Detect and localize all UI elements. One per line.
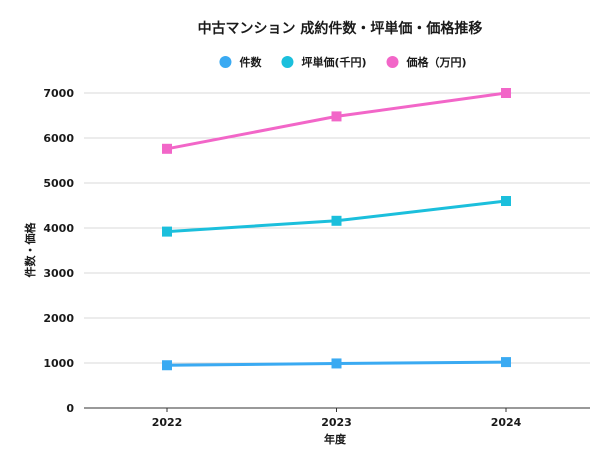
x-tick-label: 2023 <box>321 416 352 429</box>
x-axis-label: 年度 <box>324 432 347 446</box>
y-tick-label: 2000 <box>43 312 74 325</box>
data-point <box>162 226 172 237</box>
legend-item: 件数 <box>219 55 262 69</box>
y-tick-label: 5000 <box>43 177 74 190</box>
data-point <box>162 143 172 154</box>
y-tick-label: 1000 <box>43 357 74 370</box>
legend: 件数 坪単価(千円) 価格（万円) <box>219 55 467 69</box>
legend-marker <box>219 56 232 68</box>
x-tick-label: 2024 <box>491 416 522 429</box>
data-point <box>331 215 342 226</box>
data-point <box>501 196 511 206</box>
legend-item: 坪単価(千円) <box>281 55 367 69</box>
y-tick-label: 0 <box>66 402 74 415</box>
legend-label: 坪単価(千円) <box>301 55 366 69</box>
y-tick-label: 4000 <box>43 222 74 235</box>
y-axis-ticks: 0 1000 2000 3000 4000 5000 6000 7000 <box>43 87 74 415</box>
y-tick-label: 7000 <box>43 87 74 100</box>
legend-marker <box>281 56 294 68</box>
y-axis-label: 件数・価格 <box>23 222 37 278</box>
y-tick-label: 6000 <box>43 132 74 145</box>
gridlines <box>84 92 590 364</box>
data-point <box>501 88 511 98</box>
data-point <box>331 111 342 122</box>
data-point <box>501 357 511 368</box>
data-point <box>331 358 342 369</box>
x-tick-label: 2022 <box>152 416 183 429</box>
series-3 <box>162 88 511 154</box>
legend-item: 価格（万円) <box>386 55 467 69</box>
series-layer <box>162 88 511 371</box>
y-tick-label: 3000 <box>43 267 74 280</box>
legend-label: 件数 <box>239 55 262 69</box>
legend-label: 価格（万円) <box>406 55 467 69</box>
chart-title: 中古マンション 成約件数・坪単価・価格推移 <box>198 20 483 37</box>
series-1 <box>162 357 511 371</box>
data-point <box>162 360 172 371</box>
series-2 <box>162 196 511 237</box>
legend-marker <box>386 56 399 68</box>
x-axis-ticks: 2022 2023 2024 <box>152 408 522 429</box>
